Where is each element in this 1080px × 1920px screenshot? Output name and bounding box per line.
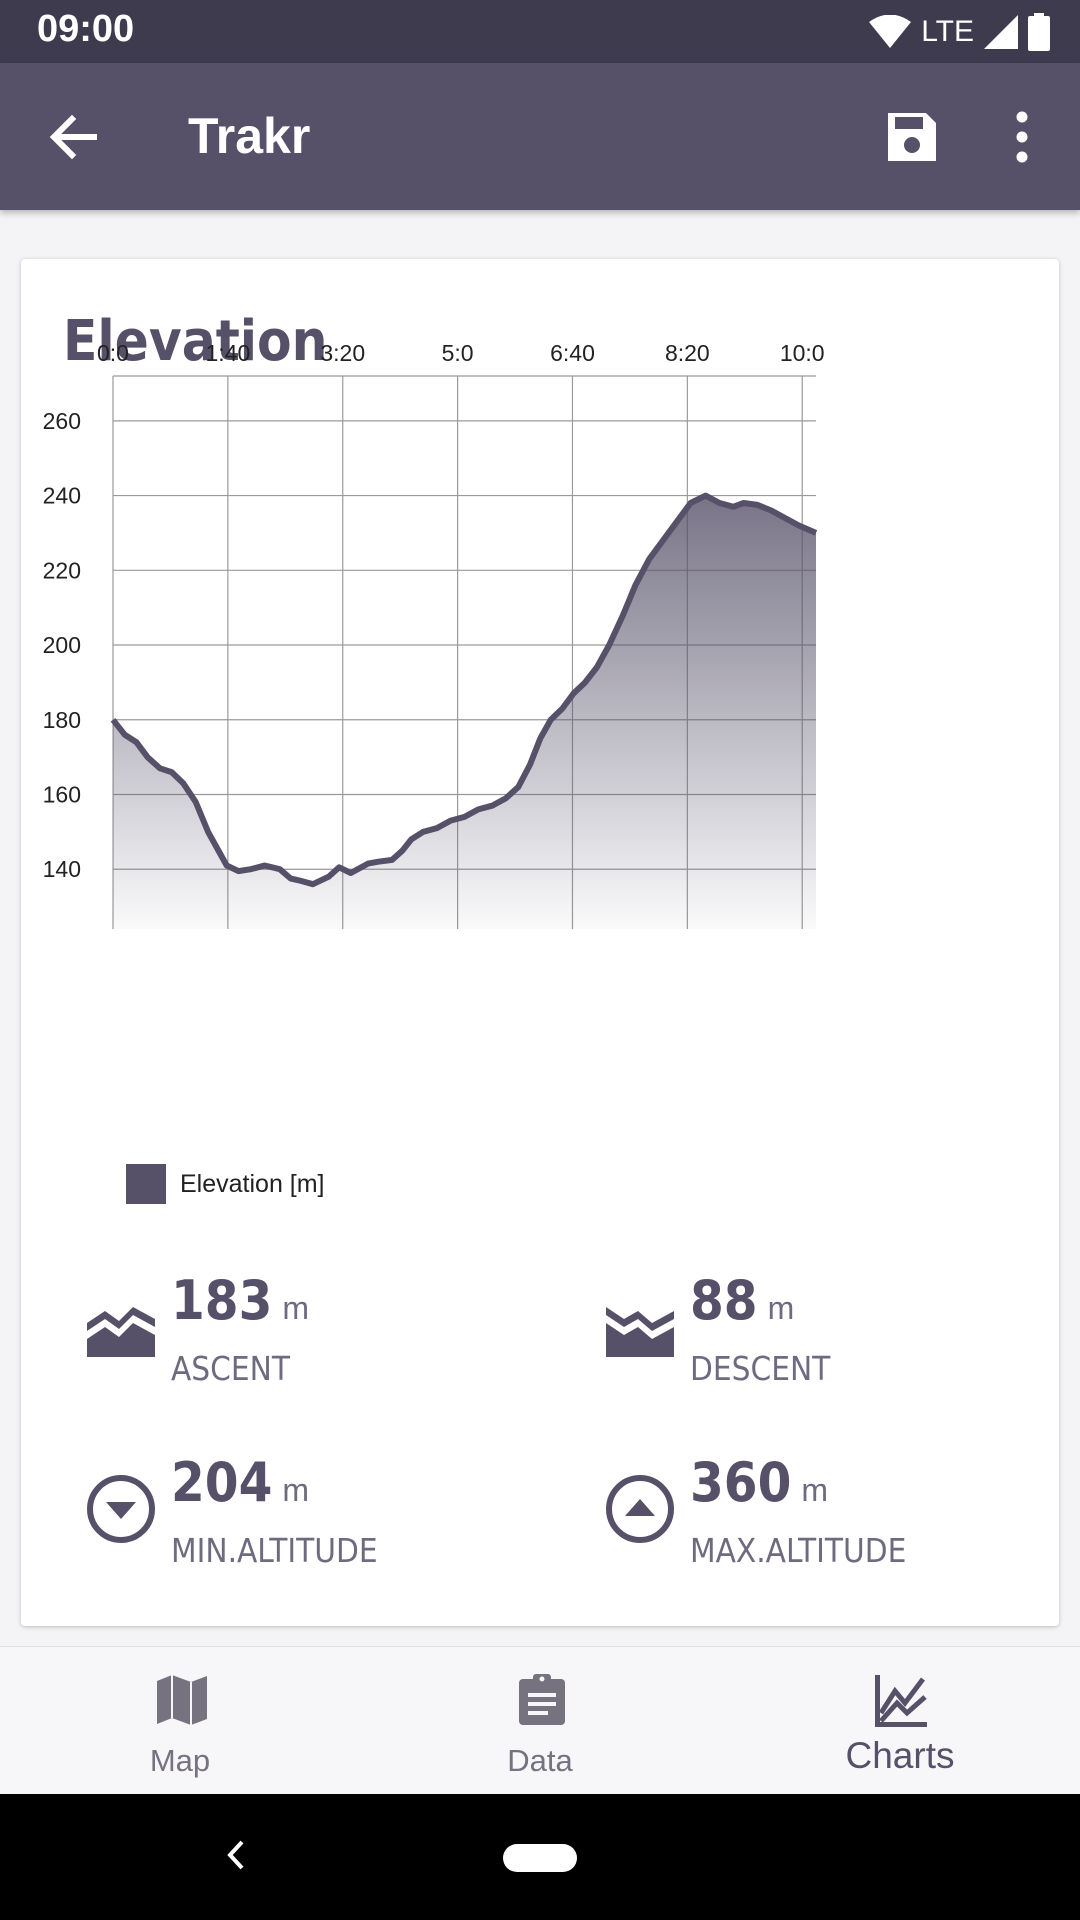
status-icons: LTE xyxy=(869,12,1050,52)
stat-ascent: 183 m ASCENT xyxy=(83,1269,503,1389)
stat-value: 360 m xyxy=(690,1451,829,1514)
app-bar: Trakr xyxy=(0,63,1080,210)
stat-max-altitude: 360 m MAX.ALTITUDE xyxy=(602,1451,1022,1571)
stat-label: ASCENT xyxy=(171,1349,290,1388)
nav-item-data[interactable]: Data xyxy=(360,1647,720,1795)
battery-icon xyxy=(1028,13,1050,51)
save-icon[interactable] xyxy=(880,105,944,169)
wifi-icon xyxy=(869,15,912,48)
network-type: LTE xyxy=(921,15,974,48)
legend-swatch xyxy=(126,1164,166,1204)
stat-value: 88 m xyxy=(690,1269,795,1332)
stat-descent: 88 m DESCENT xyxy=(602,1269,1022,1389)
x-tick-label: 3:20 xyxy=(320,340,365,366)
max-altitude-icon xyxy=(606,1475,674,1543)
y-tick-label: 200 xyxy=(43,632,81,658)
nav-item-map[interactable]: Map xyxy=(0,1647,360,1795)
elevation-chart: 0:0 1:40 3:20 5:0 6:40 8:20 10:0 140 160 180 200 22… xyxy=(43,340,825,929)
clipboard-icon xyxy=(519,1674,565,1725)
stat-min-altitude: 204 m MIN.ALTITUDE xyxy=(83,1451,503,1571)
map-icon xyxy=(157,1675,207,1725)
x-tick-label: 6:40 xyxy=(550,340,595,366)
card-title: Elevation xyxy=(63,309,328,374)
y-tick-label: 260 xyxy=(43,408,81,434)
stat-label: MIN.ALTITUDE xyxy=(171,1531,378,1570)
more-vert-icon[interactable] xyxy=(990,105,1054,169)
nav-label: Charts xyxy=(845,1735,955,1776)
y-tick-label: 220 xyxy=(43,557,81,583)
y-tick-label: 160 xyxy=(43,781,81,807)
nav-item-charts[interactable]: Charts xyxy=(720,1647,1080,1795)
x-tick-label: 0:0 xyxy=(97,340,129,366)
chart-legend: Elevation [m] xyxy=(126,1164,325,1204)
x-tick-label: 10:0 xyxy=(780,340,825,366)
x-tick-label: 8:20 xyxy=(665,340,710,366)
app-title: Trakr xyxy=(188,108,311,164)
stat-value: 183 m xyxy=(171,1269,310,1332)
system-home-button[interactable] xyxy=(503,1844,577,1872)
ascent-icon xyxy=(87,1307,155,1357)
legend-label: Elevation [m] xyxy=(180,1169,325,1198)
nav-label: Map xyxy=(149,1743,211,1778)
signal-icon xyxy=(984,15,1018,49)
stat-label: MAX.ALTITUDE xyxy=(690,1531,907,1570)
stat-value: 204 m xyxy=(171,1451,310,1514)
nav-label: Data xyxy=(507,1743,573,1778)
stat-label: DESCENT xyxy=(690,1349,831,1388)
status-bar: 09:00 LTE xyxy=(0,0,1080,63)
elevation-line xyxy=(110,492,818,888)
elevation-area xyxy=(113,495,816,929)
bottom-nav: Map Data Charts xyxy=(0,1646,1080,1795)
y-tick-label: 180 xyxy=(43,707,81,733)
x-tick-label: 5:0 xyxy=(442,340,474,366)
system-back-icon[interactable] xyxy=(216,1830,256,1880)
back-arrow-icon[interactable] xyxy=(42,105,106,169)
x-tick-label: 1:40 xyxy=(205,340,250,366)
descent-icon xyxy=(606,1307,674,1357)
min-altitude-icon xyxy=(87,1475,155,1543)
chart-icon xyxy=(875,1675,927,1727)
elevation-card: Elevation 0:0 1:40 3:20 5:0 6:40 8:20 10:0 140 1… xyxy=(21,259,1059,1626)
status-time: 09:00 xyxy=(37,8,135,50)
y-tick-label: 140 xyxy=(43,856,81,882)
y-tick-label: 240 xyxy=(43,483,81,509)
